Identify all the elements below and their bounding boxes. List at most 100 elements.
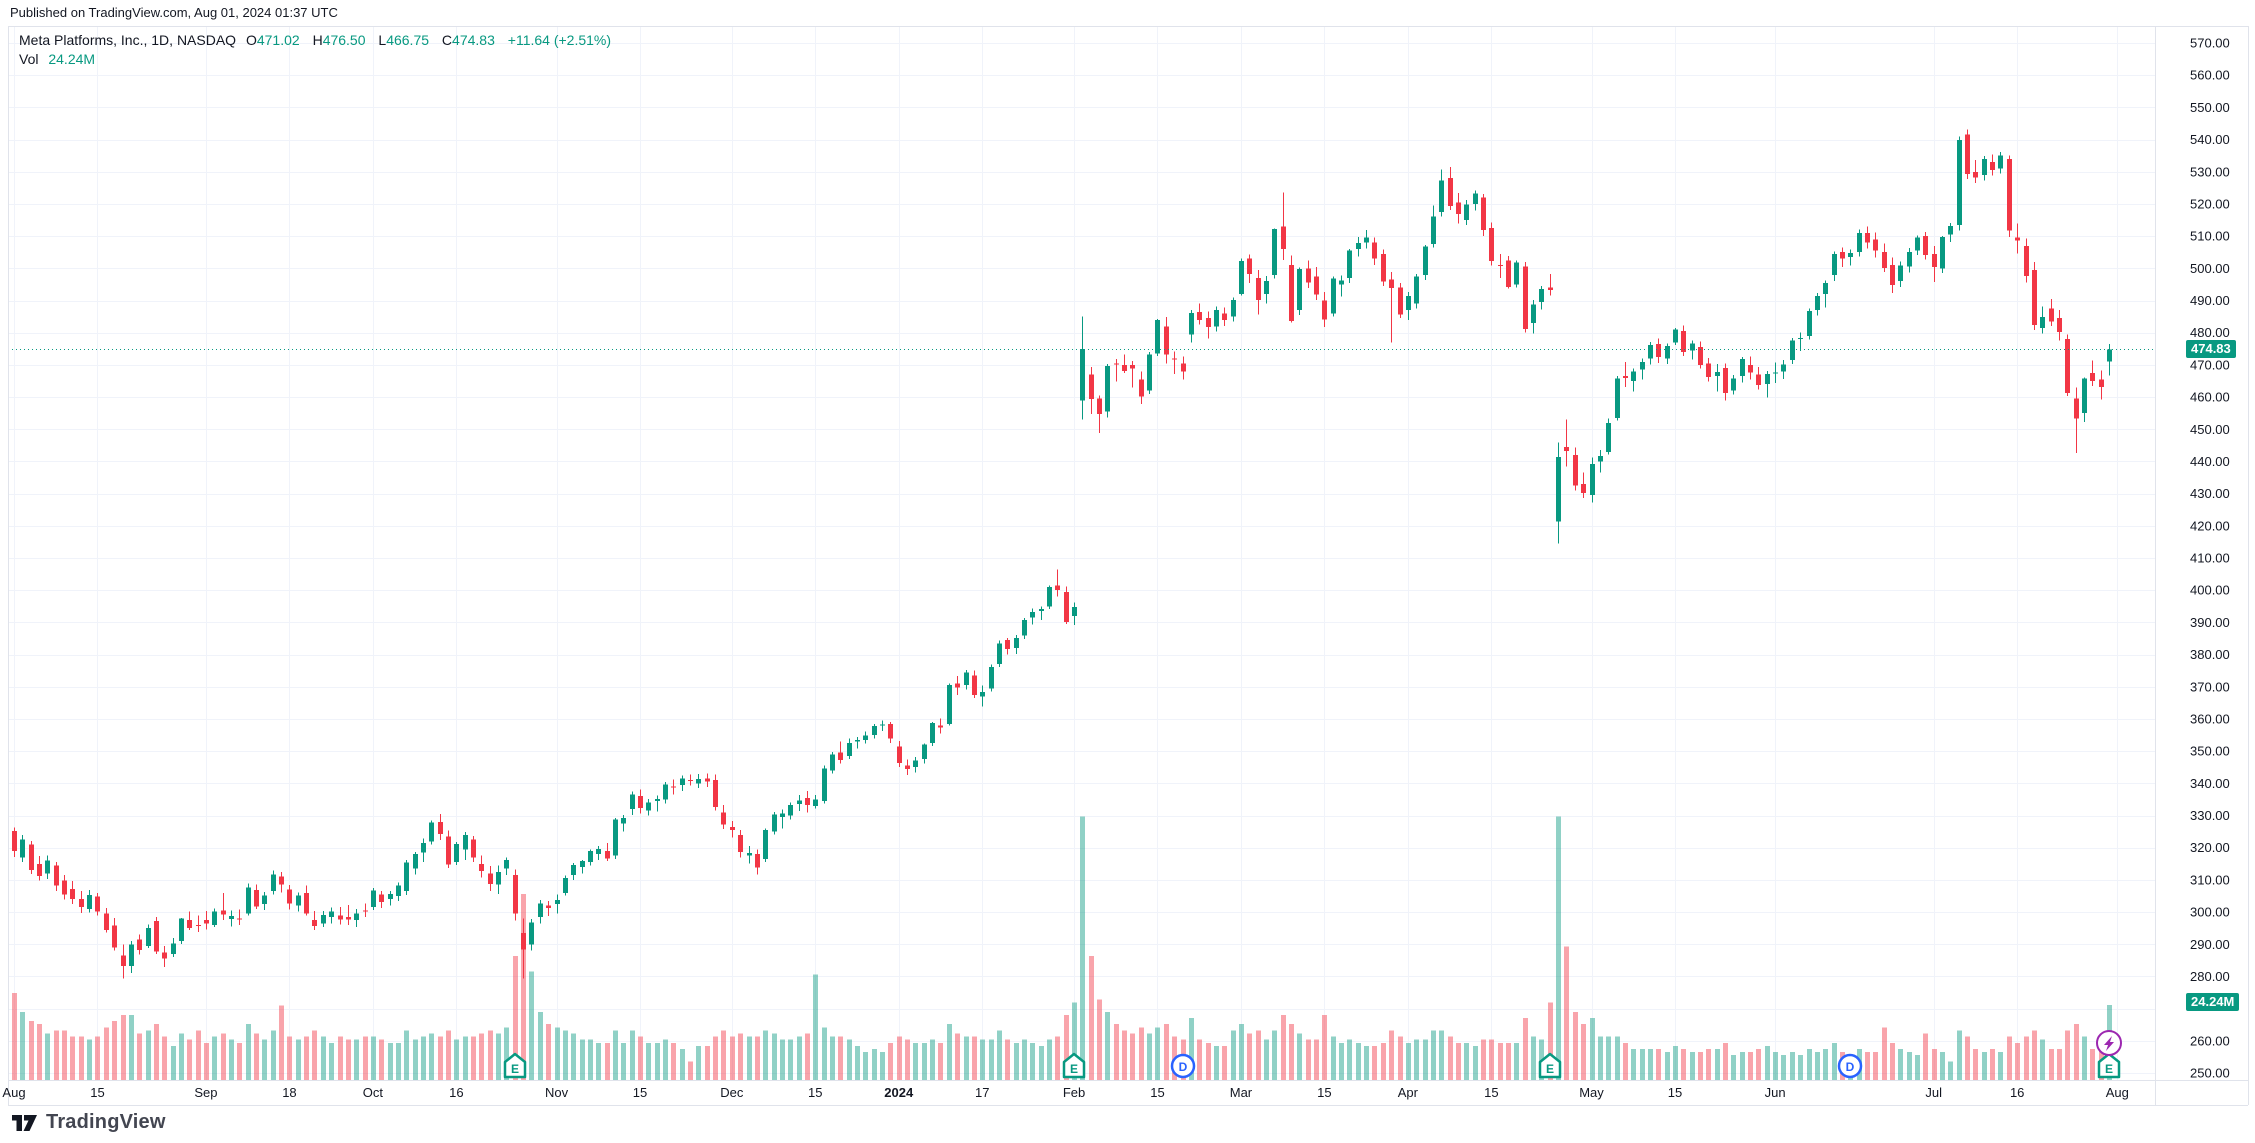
volume-bar[interactable] [446, 1030, 451, 1080]
volume-bar[interactable] [1481, 1039, 1486, 1080]
volume-bar[interactable] [262, 1039, 267, 1080]
volume-bar[interactable] [237, 1042, 242, 1080]
candle-body[interactable] [838, 752, 843, 761]
candle-body[interactable] [338, 915, 343, 920]
candle-body[interactable] [1164, 326, 1169, 355]
volume-bar[interactable] [254, 1033, 259, 1081]
candle-body[interactable] [2074, 398, 2079, 419]
candle-body[interactable] [1598, 455, 1603, 462]
volume-bar[interactable] [2040, 1039, 2045, 1080]
volume-bar[interactable] [1898, 1049, 1903, 1080]
candle-body[interactable] [1423, 246, 1428, 275]
volume-bar[interactable] [772, 1033, 777, 1081]
volume-bar[interactable] [1406, 1042, 1411, 1080]
dividend-badge-icon[interactable] [1837, 1053, 1863, 1079]
candle-body[interactable] [1072, 606, 1077, 616]
candle-body[interactable] [897, 746, 902, 764]
volume-bar[interactable] [605, 1042, 610, 1080]
volume-bar[interactable] [980, 1039, 985, 1080]
volume-bar[interactable] [1773, 1052, 1778, 1080]
candle-body[interactable] [1089, 374, 1094, 399]
volume-bar[interactable] [1640, 1049, 1645, 1080]
volume-bar[interactable] [463, 1036, 468, 1080]
candle-body[interactable] [146, 927, 151, 946]
candle-body[interactable] [1147, 354, 1152, 391]
candle-body[interactable] [504, 860, 509, 869]
candle-body[interactable] [154, 921, 159, 952]
volume-bar[interactable] [1765, 1045, 1770, 1080]
volume-bar[interactable] [1381, 1042, 1386, 1080]
candle-body[interactable] [980, 691, 985, 697]
candle-body[interactable] [1681, 331, 1686, 352]
volume-bar[interactable] [379, 1039, 384, 1080]
candle-body[interactable] [813, 799, 818, 806]
volume-bar[interactable] [1072, 1002, 1077, 1081]
candle-body[interactable] [1715, 371, 1720, 377]
volume-bar[interactable] [1882, 1027, 1887, 1080]
candle-body[interactable] [1231, 300, 1236, 317]
volume-bar[interactable] [12, 993, 17, 1080]
candle-body[interactable] [1656, 343, 1661, 357]
volume-bar[interactable] [1756, 1049, 1761, 1080]
volume-bar[interactable] [271, 1030, 276, 1080]
volume-bar[interactable] [1030, 1042, 1035, 1080]
volume-bar[interactable] [1164, 1024, 1169, 1080]
candle-body[interactable] [1890, 265, 1895, 286]
volume-bar[interactable] [1331, 1036, 1336, 1080]
candle-body[interactable] [2057, 318, 2062, 333]
volume-bar[interactable] [863, 1052, 868, 1080]
volume-bar[interactable] [1347, 1039, 1352, 1080]
candle-body[interactable] [1047, 586, 1052, 607]
volume-bar[interactable] [1339, 1042, 1344, 1080]
candle-body[interactable] [1773, 372, 1778, 374]
volume-bar[interactable] [838, 1036, 843, 1080]
candle-body[interactable] [1389, 279, 1394, 288]
volume-bar[interactable] [580, 1039, 585, 1080]
volume-bar[interactable] [1105, 1011, 1110, 1080]
candle-body[interactable] [1982, 158, 1987, 175]
volume-bar[interactable] [1239, 1024, 1244, 1080]
candle-body[interactable] [1456, 202, 1461, 214]
volume-bar[interactable] [596, 1042, 601, 1080]
candle-body[interactable] [1181, 363, 1186, 372]
volume-bar[interactable] [496, 1033, 501, 1081]
volume-bar[interactable] [20, 1011, 25, 1080]
volume-bar[interactable] [688, 1061, 693, 1080]
volume-bar[interactable] [1598, 1036, 1603, 1080]
candle-body[interactable] [855, 740, 860, 742]
candle-body[interactable] [872, 726, 877, 736]
candle-body[interactable] [1915, 237, 1920, 251]
candle-body[interactable] [396, 885, 401, 896]
volume-bar[interactable] [1731, 1055, 1736, 1080]
volume-bar[interactable] [930, 1039, 935, 1080]
dividend-badge-icon[interactable] [1170, 1053, 1196, 1079]
candle-body[interactable] [1297, 268, 1302, 311]
candle-body[interactable] [1815, 295, 1820, 311]
candle-body[interactable] [705, 778, 710, 782]
candle-body[interactable] [863, 735, 868, 740]
volume-bar[interactable] [721, 1030, 726, 1080]
candle-body[interactable] [1698, 347, 1703, 365]
candle-body[interactable] [955, 683, 960, 688]
candle-body[interactable] [1523, 266, 1528, 330]
volume-bar[interactable] [638, 1036, 643, 1080]
candle-body[interactable] [1322, 300, 1327, 320]
candle-body[interactable] [1948, 226, 1953, 235]
candle-body[interactable] [112, 925, 117, 948]
candle-body[interactable] [964, 672, 969, 686]
volume-bar[interactable] [955, 1033, 960, 1081]
volume-bar[interactable] [1556, 816, 1561, 1081]
candle-body[interactable] [1965, 134, 1970, 175]
candle-body[interactable] [1347, 250, 1352, 278]
candle-body[interactable] [1556, 456, 1561, 522]
volume-bar[interactable] [1122, 1030, 1127, 1080]
volume-bar[interactable] [897, 1036, 902, 1080]
volume-bar[interactable] [1648, 1049, 1653, 1080]
candle-body[interactable] [2024, 245, 2029, 277]
volume-bar[interactable] [1039, 1045, 1044, 1080]
volume-bar[interactable] [329, 1042, 334, 1080]
volume-bar[interactable] [1464, 1042, 1469, 1080]
volume-bar[interactable] [37, 1024, 42, 1080]
candle-body[interactable] [1807, 310, 1812, 336]
candle-body[interactable] [2032, 269, 2037, 325]
